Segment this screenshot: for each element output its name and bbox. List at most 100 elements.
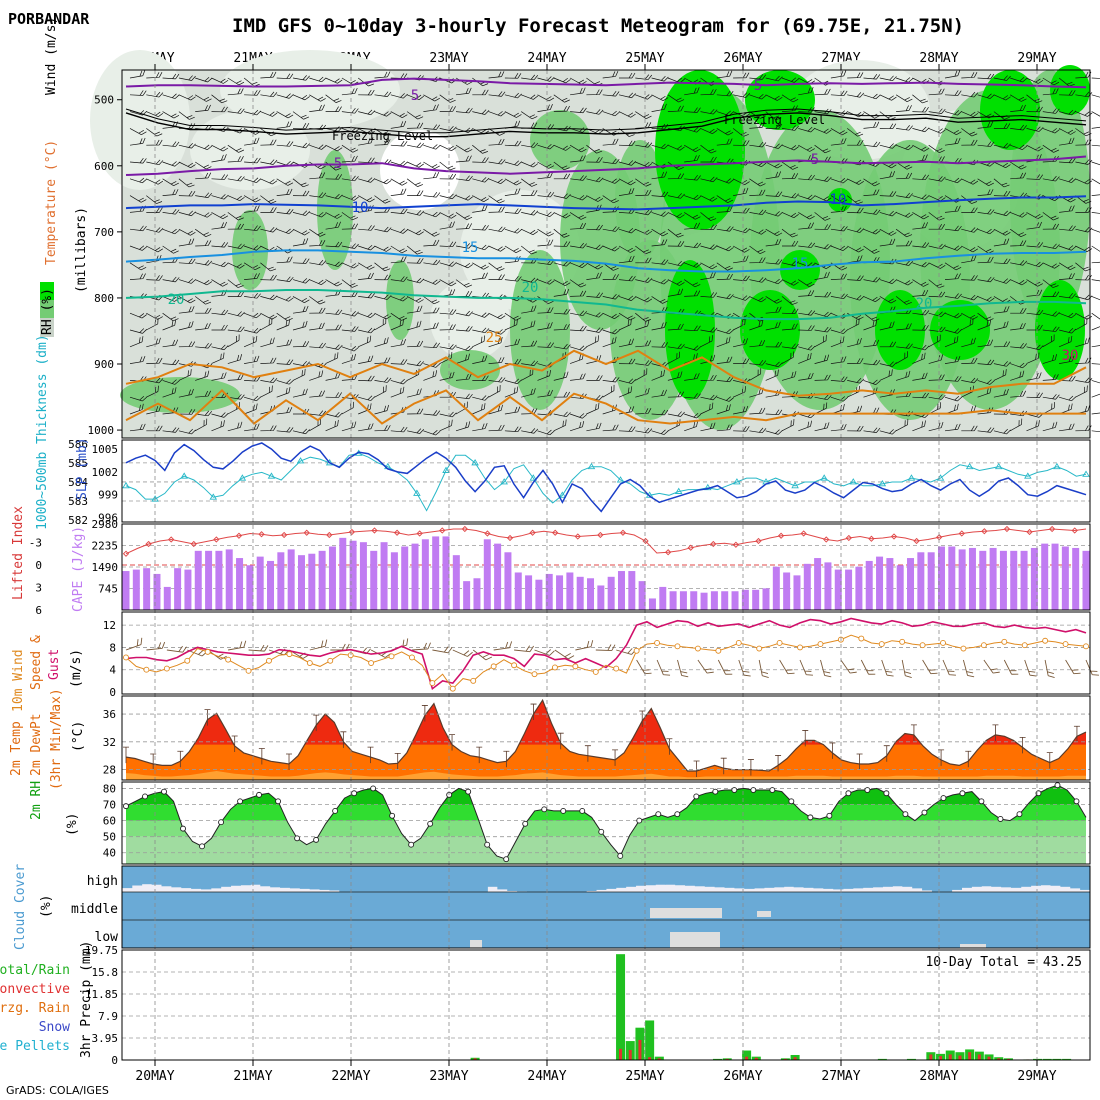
cape-bar: [762, 588, 770, 610]
rh-line-marker: [199, 843, 205, 850]
cloud-high-bar: [902, 866, 913, 887]
wind-barb: [504, 312, 522, 321]
wind-barb: [325, 412, 343, 418]
wind-barb-10m: [1044, 659, 1055, 678]
wind-barb-10m: [697, 659, 714, 674]
cloud-low-bar: [418, 920, 429, 948]
wind-speed-line-marker: [633, 647, 640, 654]
wind-barb-10m: [125, 637, 143, 651]
date-label: 24MAY: [527, 51, 566, 66]
cloud-high-bar: [191, 866, 202, 889]
wind-barb: [390, 208, 408, 215]
wind-barb: [781, 279, 799, 286]
cloud-middle-bar: [280, 892, 291, 920]
wind-barb: [423, 307, 440, 314]
wind-barb: [1009, 228, 1027, 237]
wind-barb: [618, 227, 636, 234]
wind-barb: [407, 190, 424, 196]
thickness-line-marker: [587, 462, 596, 470]
wind-barb: [195, 418, 208, 432]
wind-barb: [765, 75, 783, 82]
rh-line-marker: [313, 836, 320, 843]
wind-barb: [700, 89, 717, 96]
cape-bar: [370, 550, 378, 610]
wind-barb: [162, 245, 179, 254]
date-label: 26MAY: [723, 51, 762, 66]
wind-barb: [195, 212, 213, 218]
wind-barb: [407, 305, 423, 314]
cape-bar: [824, 562, 832, 610]
wind-barb: [651, 76, 669, 82]
cloud-low-bar: [359, 920, 370, 948]
rh-mid-area: [120, 377, 240, 413]
wind-barb: [504, 386, 519, 398]
cloud-middle-bar: [773, 892, 785, 920]
rh-line-marker: [389, 812, 396, 819]
cloud-middle-bar: [230, 892, 241, 920]
cloud-middle-bar: [289, 892, 301, 920]
wind-barb-10m: [452, 649, 473, 657]
wind-barb: [488, 178, 506, 184]
wind-barb: [553, 343, 571, 350]
wind-barb: [586, 292, 604, 298]
cloud-high-bar: [378, 866, 390, 892]
wind-barb: [700, 144, 717, 154]
wind-barb: [586, 157, 603, 163]
wind-barb: [276, 121, 293, 129]
wind-barb: [227, 334, 240, 348]
wind-barb: [260, 91, 278, 98]
wind-barb: [1042, 291, 1060, 297]
cloud-middle-bar: [270, 892, 281, 920]
wind-barb: [667, 105, 684, 112]
wind-barb: [292, 258, 310, 264]
cloud-low-bar: [368, 920, 380, 948]
wind-speed-line-marker: [306, 660, 313, 666]
wind-barb: [146, 207, 163, 213]
cloud-middle-bar: [507, 892, 518, 920]
wind-barb: [912, 242, 930, 248]
cloud-high-bar: [517, 866, 528, 892]
wind-barb: [570, 310, 588, 317]
wind-barb: [798, 345, 816, 351]
wind-barb: [863, 245, 880, 254]
wind-barb: [227, 212, 244, 221]
wind-barb: [765, 171, 782, 180]
precip-convective-bar: [929, 1054, 933, 1060]
wind-barb: [276, 426, 294, 433]
cloud-high-bar: [833, 866, 844, 890]
wind-barb: [292, 75, 310, 81]
wind-barb: [195, 144, 213, 150]
wind-barb: [912, 94, 929, 104]
cloud-high-bar: [912, 866, 923, 889]
wind-barb: [146, 337, 161, 348]
cloud-middle-bar: [546, 892, 558, 920]
cloud-high-bar: [872, 866, 883, 888]
cloud-low-bar: [536, 920, 548, 948]
wind-barb: [700, 422, 716, 432]
wind-barb: [325, 106, 342, 112]
wind-barb: [1091, 141, 1100, 147]
wind-barb: [716, 376, 734, 383]
wind-barb: [928, 224, 946, 230]
wind-barb: [1010, 212, 1028, 218]
wind-barb: [292, 305, 309, 314]
wind-barb: [520, 178, 538, 187]
upper-axis-labels: (millibars)Wind (m/s)Temperature (°C)RH …: [40, 17, 89, 337]
wind-barb: [961, 245, 979, 253]
isotherm-label: 15: [462, 240, 479, 256]
cloud-high-bar: [507, 866, 518, 891]
wind-speed-line-marker: [470, 677, 477, 684]
wind-barb: [407, 258, 424, 264]
cape-bar: [896, 565, 904, 610]
wind-speed-line-marker: [1083, 643, 1089, 650]
cloud-high-bar: [1040, 866, 1051, 886]
wind-barb: [553, 77, 571, 84]
cloud-high-bar: [704, 866, 716, 887]
wind-speed-line-marker: [225, 656, 232, 663]
wind-barb: [684, 393, 701, 399]
wind-barb-10m: [779, 659, 795, 675]
wind-barb: [879, 361, 897, 367]
wind-barb: [684, 127, 702, 133]
wind-barb: [162, 379, 180, 385]
